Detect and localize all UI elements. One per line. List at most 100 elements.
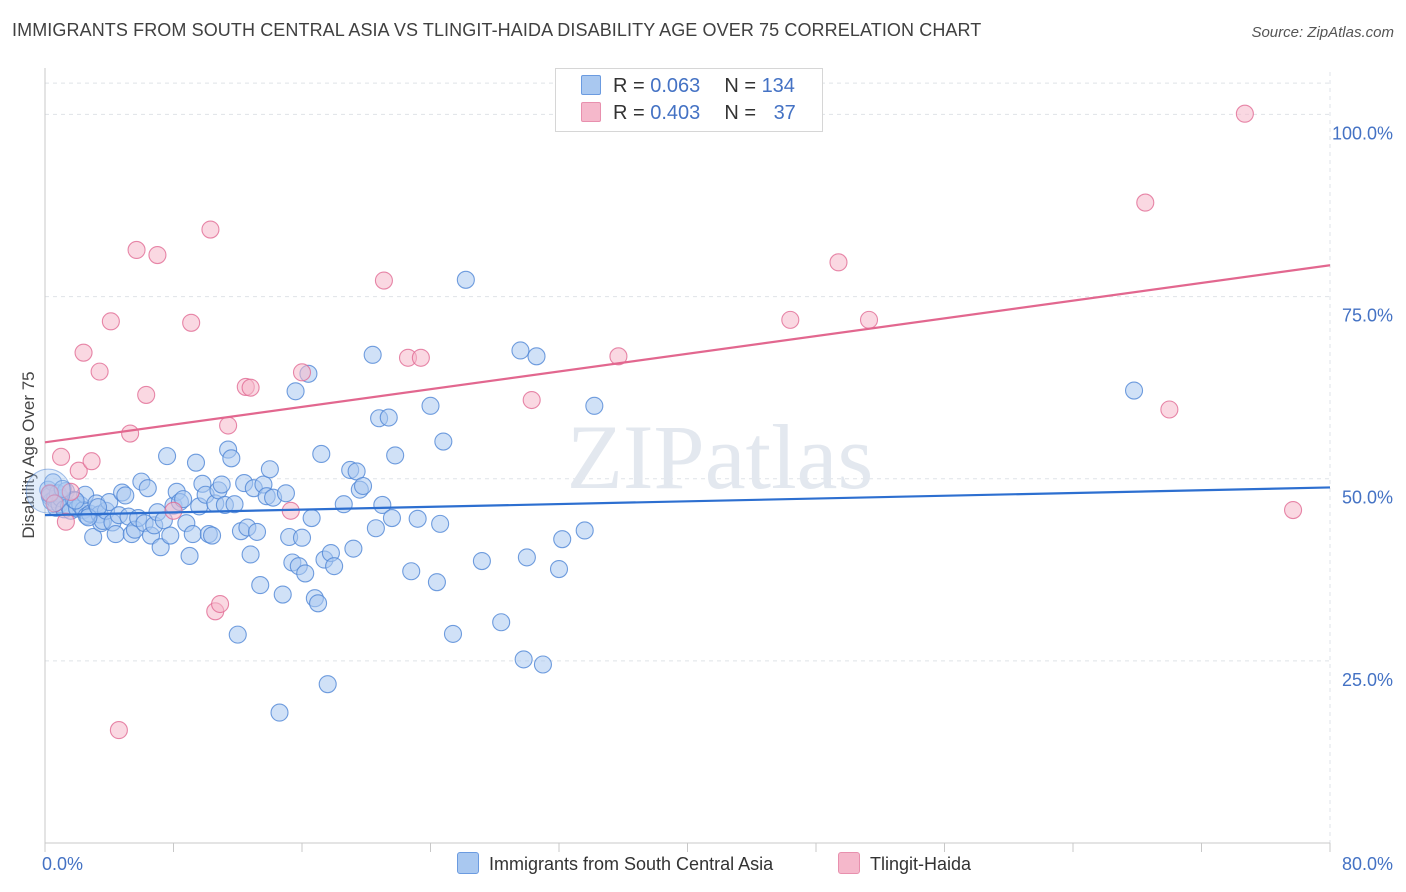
stats-n-value: 134 (761, 75, 795, 97)
point-immigrants (402, 562, 421, 581)
point-immigrants (431, 514, 450, 533)
point-immigrants (186, 453, 206, 472)
stats-n-label: N = (724, 75, 762, 97)
point-immigrants (575, 521, 594, 540)
point-tlingit (211, 594, 230, 614)
point-immigrants (386, 446, 405, 465)
point-immigrants (241, 545, 260, 564)
point-immigrants (527, 347, 546, 366)
point-immigrants (492, 613, 511, 632)
legend-item-immigrants[interactable]: Immigrants from South Central Asia (457, 852, 773, 876)
legend-label-immigrants: Immigrants from South Central Asia (489, 854, 774, 874)
chart-title: IMMIGRANTS FROM SOUTH CENTRAL ASIA VS TL… (12, 20, 982, 40)
point-immigrants (514, 650, 533, 669)
point-immigrants (549, 560, 569, 579)
point-immigrants (292, 528, 312, 547)
point-tlingit (522, 390, 541, 410)
stats-row-immigrants: R = 0.063 N = 134 (581, 75, 795, 101)
stats-r-label: R = (613, 102, 651, 124)
point-tlingit (148, 245, 167, 265)
legend-swatch-tlingit (838, 852, 860, 874)
point-immigrants (325, 557, 344, 576)
point-tlingit (1235, 104, 1254, 123)
legend-item-tlingit[interactable]: Tlingit-Haida (838, 852, 971, 876)
point-immigrants (334, 495, 353, 514)
x-tick-label: 80.0% (1342, 854, 1393, 874)
point-immigrants (260, 460, 279, 479)
point-immigrants (382, 509, 402, 528)
x-tick-label: 0.0% (42, 854, 83, 874)
axes (44, 68, 1331, 852)
trend-line-tlingit (44, 264, 1331, 444)
point-immigrants (1124, 381, 1144, 400)
point-tlingit (56, 512, 75, 531)
point-immigrants (273, 585, 292, 604)
point-tlingit (219, 416, 238, 435)
point-tlingit (292, 363, 312, 382)
point-immigrants (408, 509, 427, 528)
point-immigrants (84, 527, 103, 547)
point-immigrants (312, 444, 331, 463)
point-immigrants (353, 476, 373, 496)
stats-n-value: 37 (773, 102, 796, 124)
point-tlingit (164, 501, 183, 520)
y-tick-label: 25.0% (1342, 670, 1393, 690)
point-tlingit (121, 424, 140, 443)
point-tlingit (69, 461, 88, 480)
point-tlingit (82, 452, 101, 471)
point-immigrants (366, 519, 385, 538)
point-tlingit (241, 378, 260, 397)
y-tick-label: 100.0% (1332, 123, 1393, 143)
y-tick-label: 50.0% (1342, 488, 1393, 508)
stats-r-label: R = (613, 75, 651, 97)
point-tlingit (137, 385, 156, 404)
legend-label-tlingit: Tlingit-Haida (870, 854, 972, 874)
point-immigrants (379, 408, 398, 427)
point-tlingit (1136, 193, 1155, 212)
point-immigrants (434, 432, 453, 451)
trend-line-immigrants (44, 486, 1331, 517)
point-immigrants (309, 594, 328, 613)
point-tlingit (781, 310, 800, 329)
point-immigrants (251, 576, 270, 595)
point-immigrants (472, 551, 491, 571)
point-immigrants (511, 341, 530, 360)
point-immigrants (158, 447, 177, 466)
point-tlingit (109, 721, 128, 740)
point-immigrants (106, 525, 125, 544)
point-immigrants-cluster (25, 468, 71, 514)
point-tlingit (90, 362, 109, 381)
point-immigrants (276, 484, 295, 503)
point-immigrants (88, 498, 108, 517)
stats-swatch-immigrants (581, 75, 601, 95)
trend-lines (44, 264, 1331, 517)
stats-box: R = 0.063 N = 134 R = 0.403 N = 37 (555, 68, 823, 132)
point-immigrants (456, 270, 475, 289)
point-immigrants (296, 564, 315, 583)
point-immigrants (286, 382, 305, 401)
point-immigrants (247, 522, 267, 541)
point-tlingit (829, 253, 848, 272)
point-tlingit (127, 240, 146, 259)
stats-row-tlingit: R = 0.403 N = 37 (581, 102, 796, 128)
point-tlingit (74, 343, 93, 362)
chart-source: Source: ZipAtlas.com (1251, 24, 1394, 41)
point-immigrants (151, 538, 170, 557)
point-immigrants (116, 486, 135, 505)
point-immigrants (443, 624, 463, 643)
point-immigrants (222, 449, 241, 468)
point-immigrants (585, 396, 604, 415)
point-immigrants (427, 573, 446, 592)
point-immigrants (373, 495, 392, 514)
point-tlingit (859, 310, 879, 329)
point-tlingit (182, 313, 201, 332)
watermark: ZIPatlas (567, 406, 874, 508)
point-immigrants (344, 539, 363, 558)
point-immigrants (138, 479, 157, 498)
point-immigrants (318, 675, 337, 694)
legend-swatch-immigrants (457, 852, 479, 874)
point-immigrants (363, 345, 382, 364)
point-immigrants (180, 546, 199, 565)
point-tlingit (101, 312, 120, 331)
point-immigrants (212, 475, 231, 494)
